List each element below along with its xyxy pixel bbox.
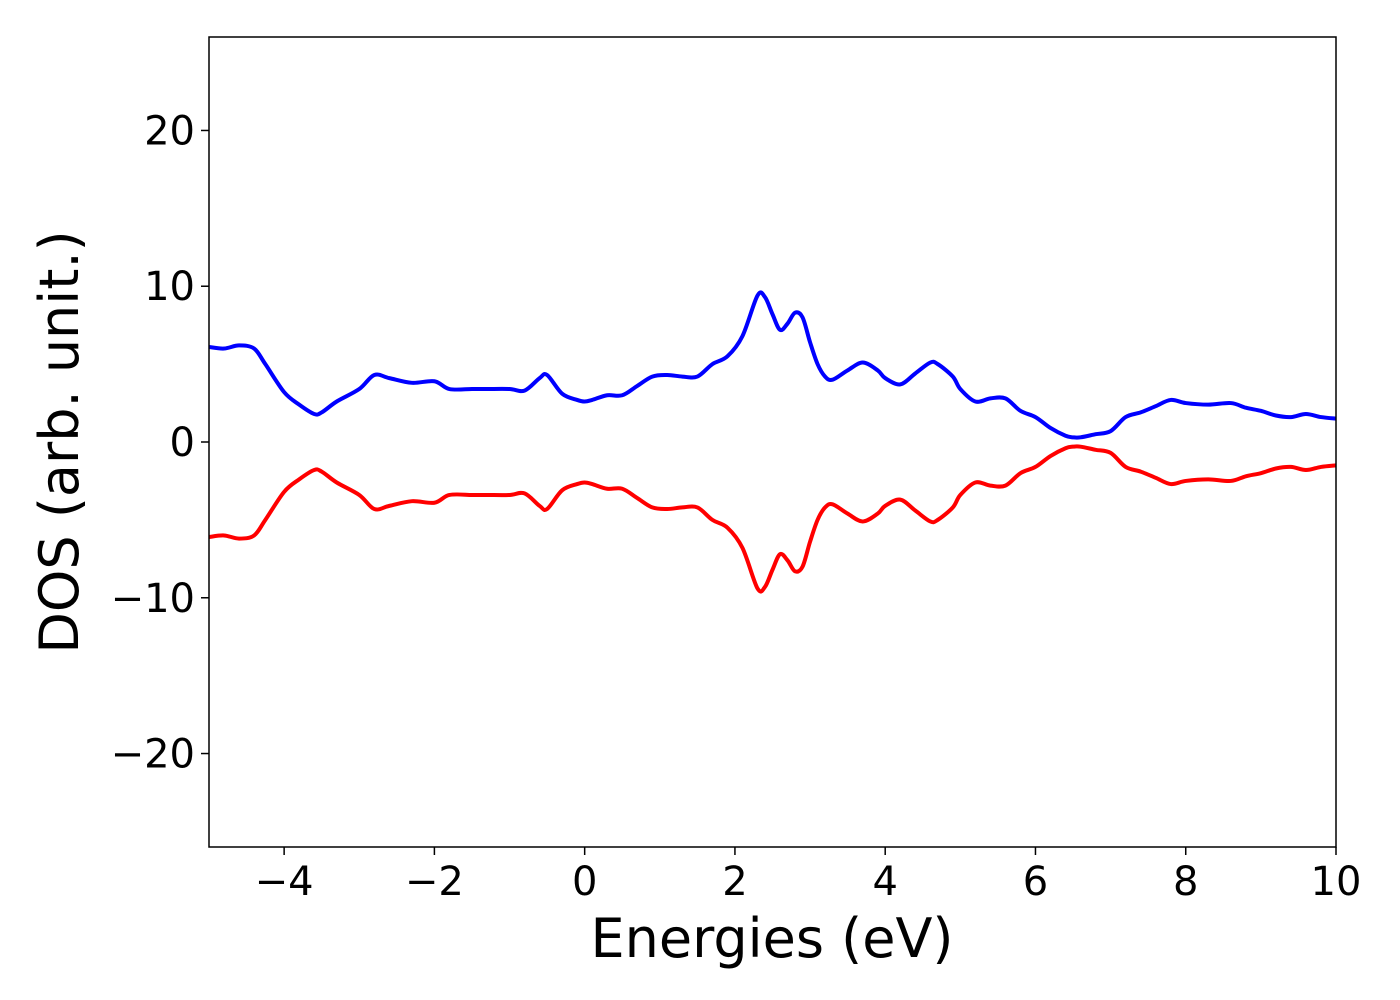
x-axis-label: Energies (eV) [591, 907, 954, 970]
y-tick-label: −10 [111, 576, 195, 622]
x-tick-label: 6 [1023, 859, 1048, 905]
dos-line-blue [209, 290, 1336, 440]
x-tick-label: 4 [872, 859, 897, 905]
y-tick-label: −20 [111, 732, 195, 778]
x-axis: −4 −2 0 2 4 6 8 10 [255, 847, 1362, 905]
x-tick-label: 8 [1173, 859, 1198, 905]
x-tick-label: 2 [722, 859, 747, 905]
y-tick-label: 20 [144, 108, 195, 154]
dos-line-red [209, 444, 1336, 594]
x-tick-label: −2 [405, 859, 464, 905]
x-tick-label: 10 [1311, 859, 1362, 905]
y-tick-label: 0 [170, 420, 195, 466]
x-tick-label: −4 [255, 859, 314, 905]
y-axis: −20 −10 0 10 20 [111, 108, 209, 778]
x-tick-label: 0 [572, 859, 597, 905]
series-layer [209, 290, 1336, 594]
y-axis-label: DOS (arb. unit.) [28, 230, 91, 653]
y-tick-label: 10 [144, 264, 195, 310]
plot-frame [208, 36, 1337, 848]
